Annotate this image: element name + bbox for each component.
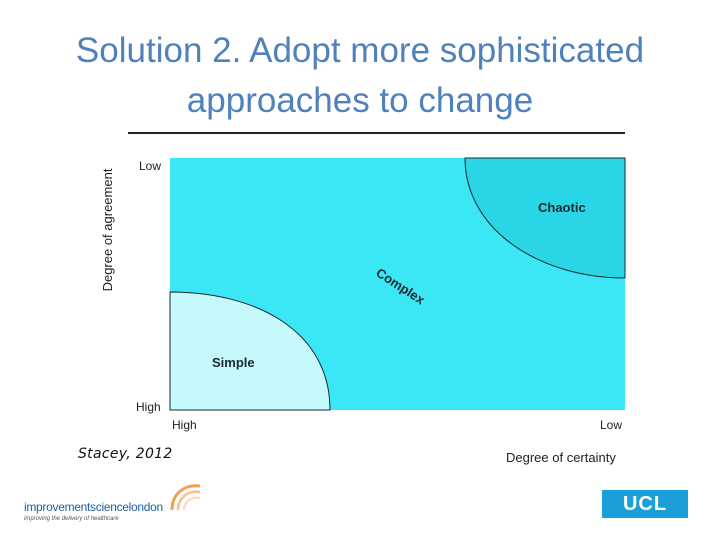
y-bottom-label: High xyxy=(136,400,161,414)
y-top-label: Low xyxy=(139,159,161,173)
x-left-label: High xyxy=(172,418,197,432)
zone-label-simple: Simple xyxy=(212,355,255,370)
improvement-science-london-logo: improvementsciencelondon improving the d… xyxy=(18,478,208,530)
zone-label-chaotic: Chaotic xyxy=(538,200,586,215)
swoosh-icon xyxy=(170,484,201,511)
citation: Stacey, 2012 xyxy=(78,446,173,462)
simple-zone xyxy=(169,291,331,411)
isl-tagline: improving the delivery of healthcare xyxy=(24,516,119,522)
chaotic-zone xyxy=(464,157,626,279)
x-right-label: Low xyxy=(600,418,622,432)
isl-wordmark: improvementsciencelondon xyxy=(24,500,163,514)
x-axis-label: Degree of certainty xyxy=(506,450,616,465)
ucl-logo: UCL xyxy=(602,490,688,518)
title-divider xyxy=(128,132,625,134)
slide-title: Solution 2. Adopt more sophisticated app… xyxy=(75,31,645,120)
ucl-logo-text: UCL xyxy=(622,492,668,515)
y-axis-label: Degree of agreement xyxy=(100,168,115,291)
